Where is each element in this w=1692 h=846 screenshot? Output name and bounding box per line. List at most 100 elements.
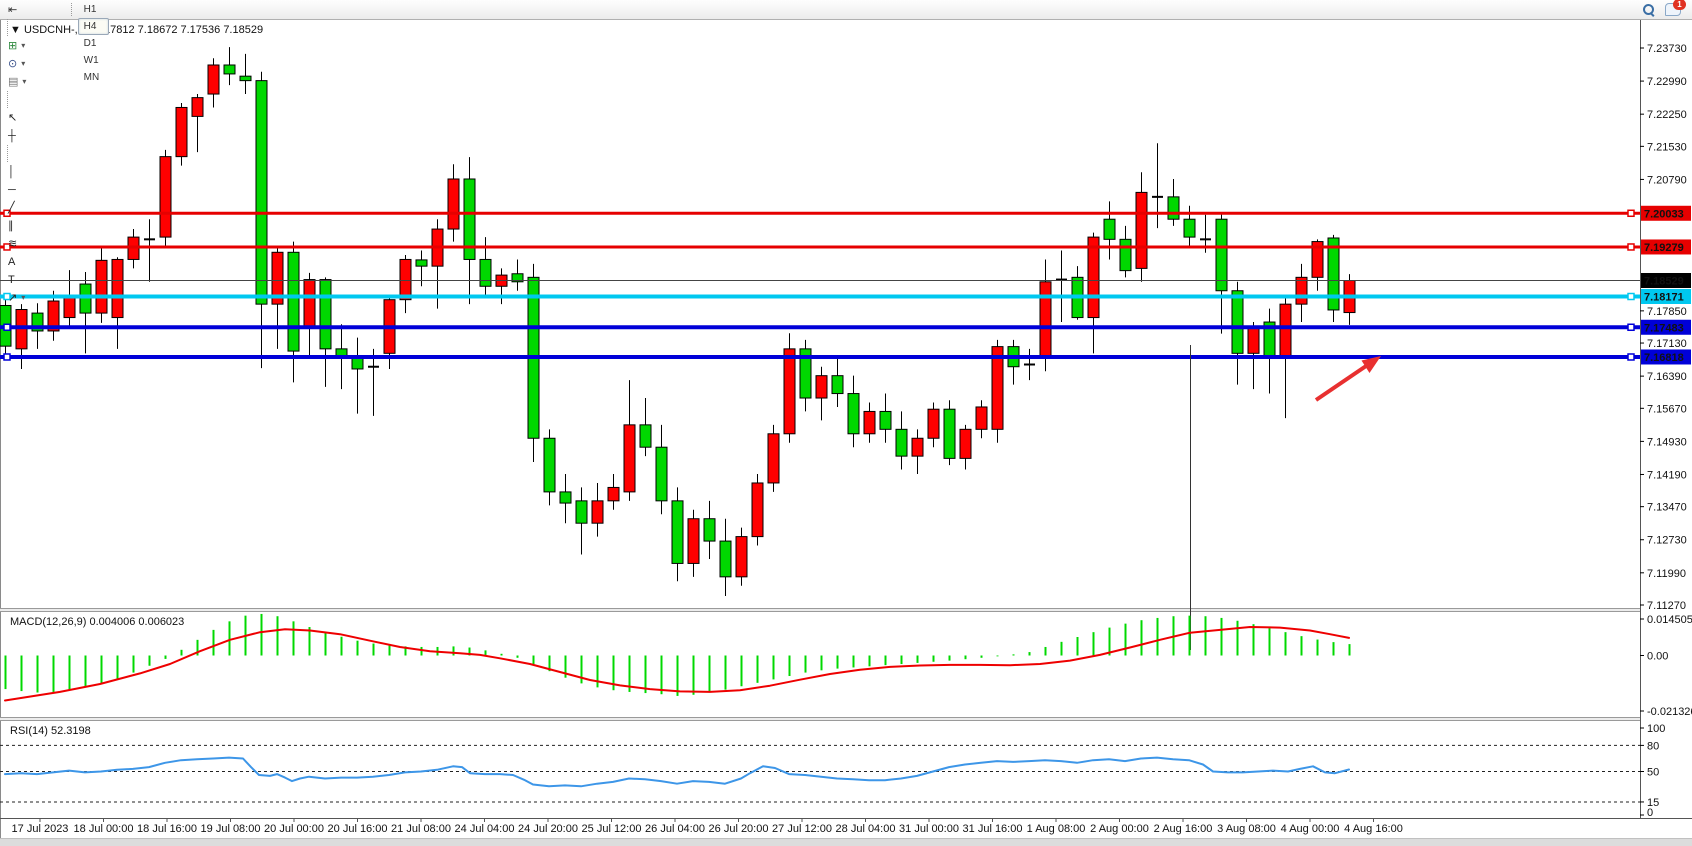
line-handle[interactable] xyxy=(1627,292,1635,301)
candle-body xyxy=(1295,276,1308,305)
time-axis-label: 2 Aug 16:00 xyxy=(1154,823,1213,835)
horizontal-line-object[interactable]: 7.19279 xyxy=(0,239,1691,255)
trendline-button[interactable]: ╱ xyxy=(4,199,66,217)
auto-scroll-button[interactable]: ⇤ xyxy=(4,1,66,19)
candle xyxy=(1024,348,1035,381)
toolbar-separator xyxy=(70,3,73,16)
timeframe-h4[interactable]: H4 xyxy=(77,18,110,35)
candle-body xyxy=(1247,326,1260,354)
toolbar-buttons: ▣新订单◆◩◉●自动交易║▮≈⊕⊖▦⇥⇤⊞▾⊙▾▤▾↖┼│─╱∥≋AT↗▾ xyxy=(3,0,67,307)
candle-body xyxy=(975,406,988,430)
time-axis-label: 20 Jul 00:00 xyxy=(264,823,324,835)
horizontal-line-object[interactable]: 7.18171 xyxy=(0,289,1691,305)
candle-body xyxy=(959,428,972,459)
candle-body xyxy=(1135,191,1148,269)
candle-body xyxy=(1231,290,1244,354)
candle xyxy=(463,157,476,305)
chart-window-chrome xyxy=(0,19,1692,846)
line-handle[interactable] xyxy=(3,209,11,218)
candle xyxy=(767,424,780,492)
arrow-annotation[interactable] xyxy=(1314,356,1381,402)
auto-scroll-icon: ⇤ xyxy=(8,3,18,16)
line-handle[interactable] xyxy=(1627,323,1635,332)
price-tick-label: 7.11270 xyxy=(1647,600,1686,612)
equidistant-channel-button[interactable]: ∥ xyxy=(4,217,66,235)
price-level-text: 7.20033 xyxy=(1644,208,1684,220)
candle xyxy=(368,348,379,416)
fibonacci-button[interactable]: ≋ xyxy=(4,235,66,253)
candle xyxy=(639,398,652,457)
window-bottom-strip xyxy=(0,838,1692,846)
timeframe-mn[interactable]: MN xyxy=(83,72,100,83)
notifications-icon[interactable]: 1 xyxy=(1665,0,1686,16)
line-handle[interactable] xyxy=(3,353,11,361)
timeframe-h1[interactable]: H1 xyxy=(83,4,97,15)
candle-body xyxy=(351,357,364,370)
candle xyxy=(255,71,268,369)
candle-body xyxy=(575,500,588,524)
candle-body xyxy=(559,491,572,504)
macd-signal-line xyxy=(4,626,1350,702)
price-level-text: 7.18171 xyxy=(1644,292,1684,304)
horizontal-line-object[interactable]: 7.20033 xyxy=(0,205,1691,221)
line-handle[interactable] xyxy=(1627,209,1635,218)
line-handle[interactable] xyxy=(3,243,11,251)
chevron-down-icon: ▾ xyxy=(21,41,26,50)
cursor-button[interactable]: ↖ xyxy=(4,109,66,127)
rsi-label: RSI(14) 52.3198 xyxy=(10,725,91,737)
candle xyxy=(575,487,588,555)
time-axis-label: 25 Jul 12:00 xyxy=(582,823,642,835)
line-handle[interactable] xyxy=(3,292,11,301)
candle-body xyxy=(943,408,956,459)
candle-body xyxy=(703,518,716,542)
candle-body xyxy=(1311,241,1324,278)
price-tick-label: 7.17130 xyxy=(1647,338,1687,350)
price-tick-label: 7.23730 xyxy=(1647,43,1687,55)
candle xyxy=(223,47,236,86)
price-tick-label: 7.16390 xyxy=(1647,371,1687,383)
horizontal-line-object[interactable]: 7.17483 xyxy=(0,319,1691,335)
rsi-line xyxy=(4,756,1350,788)
candle xyxy=(799,339,812,412)
candle xyxy=(543,429,556,506)
candle xyxy=(1231,281,1244,385)
line-handle[interactable] xyxy=(1627,353,1635,361)
candle-body xyxy=(735,536,748,578)
candle xyxy=(943,400,956,466)
candle-body xyxy=(223,64,236,75)
time-axis-label: 31 Jul 16:00 xyxy=(963,823,1023,835)
candle-body xyxy=(1183,218,1196,238)
candle xyxy=(655,424,668,515)
horizontal-line-object[interactable]: 7.16818 xyxy=(0,349,1691,365)
price-panel: 7.23730 7.22990 7.22250 7.21530 7.20790 7.178… xyxy=(0,43,1691,650)
macd-scale-label: 0.00 xyxy=(1647,651,1668,663)
candle-body xyxy=(255,80,268,305)
trendline-icon: ╱ xyxy=(8,201,15,214)
candle-body xyxy=(447,178,460,230)
indicators-button[interactable]: ⊞ ▾ xyxy=(4,37,66,55)
arrows-button[interactable]: ↗ ▾ xyxy=(4,289,66,307)
line-handle[interactable] xyxy=(1627,243,1635,251)
candle-body xyxy=(1039,281,1052,359)
candle xyxy=(447,164,460,242)
panel-separator[interactable] xyxy=(0,717,1640,721)
periods-button[interactable]: ⊙ ▾ xyxy=(4,55,66,73)
candle xyxy=(47,290,60,341)
crosshair-button[interactable]: ┼ xyxy=(4,127,66,145)
text-label-button[interactable]: T xyxy=(4,271,66,289)
panel-separator[interactable] xyxy=(0,608,1640,612)
text-button[interactable]: A xyxy=(4,253,66,271)
horizontal-line-button[interactable]: ─ xyxy=(4,181,66,199)
line-handle[interactable] xyxy=(3,323,11,332)
search-icon[interactable] xyxy=(1643,3,1655,17)
time-axis-label: 20 Jul 16:00 xyxy=(328,823,388,835)
candle xyxy=(831,357,844,407)
vertical-line-button[interactable]: │ xyxy=(4,163,66,181)
candle-body xyxy=(607,486,620,502)
timeframe-d1[interactable]: D1 xyxy=(83,38,97,49)
candle xyxy=(175,102,188,166)
templates-button[interactable]: ▤ ▾ xyxy=(4,73,66,91)
candle xyxy=(1056,250,1067,323)
timeframe-w1[interactable]: W1 xyxy=(83,55,99,66)
candle xyxy=(239,53,252,95)
